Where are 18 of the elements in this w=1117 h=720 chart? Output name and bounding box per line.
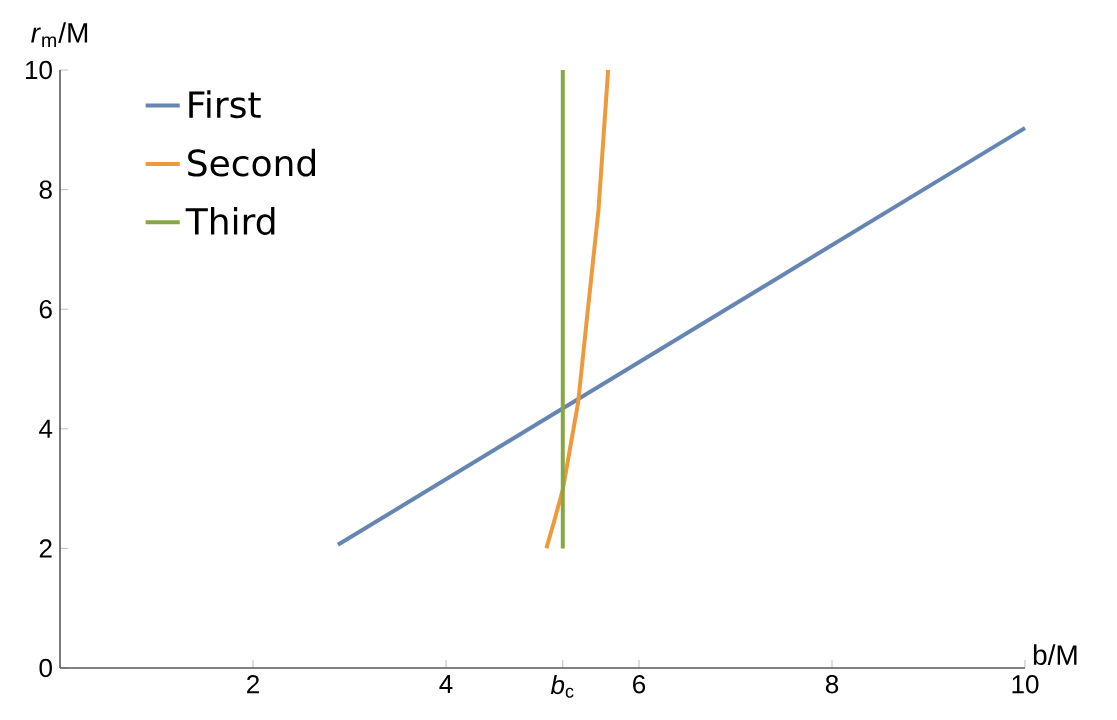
y-tick-label: 10 bbox=[26, 60, 52, 80]
legend-label: Third bbox=[185, 207, 275, 235]
x-tick-label: 10 bbox=[1012, 675, 1039, 694]
y-tick-label: 2 bbox=[39, 539, 52, 558]
y-axis-title: r$_{m}$/M bbox=[31, 22, 88, 47]
x-axis-title: b/M bbox=[1033, 644, 1077, 665]
x-tick-label: 2 bbox=[247, 675, 259, 694]
x-tick-label: 8 bbox=[825, 675, 839, 694]
legend-label: Second bbox=[188, 148, 315, 177]
y-tick-label: 0 bbox=[39, 658, 52, 678]
x-tick-label: 6 bbox=[633, 675, 646, 694]
legend-label: First bbox=[189, 90, 261, 119]
x-tick-label: b$_{c}$ bbox=[550, 675, 574, 698]
y-tick-label: 8 bbox=[39, 180, 52, 199]
line-series bbox=[544, 68, 611, 551]
y-tick-label: 6 bbox=[39, 299, 52, 319]
x-tick-label: 4 bbox=[439, 675, 453, 693]
y-tick-label: 4 bbox=[39, 419, 53, 438]
